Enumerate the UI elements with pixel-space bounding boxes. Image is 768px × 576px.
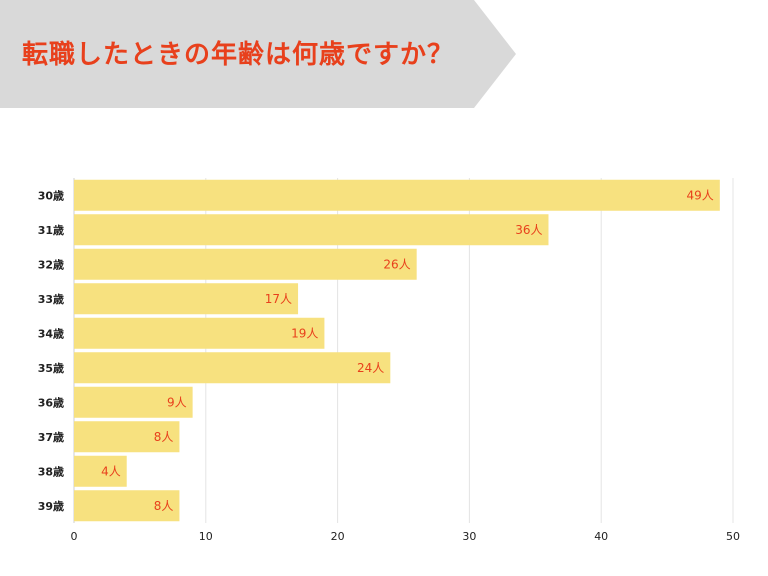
- y-category-label: 30歳: [38, 188, 64, 202]
- bar: [74, 214, 549, 246]
- page-title: 転職したときの年齢は何歳ですか？: [22, 40, 455, 70]
- data-label: 9人: [167, 395, 187, 409]
- x-tick-label: 30: [462, 530, 476, 543]
- data-label: 17人: [265, 292, 292, 306]
- bar: [74, 179, 720, 211]
- data-label: 26人: [383, 257, 410, 271]
- x-tick-label: 50: [726, 530, 740, 543]
- bar: [74, 421, 180, 453]
- bar: [74, 352, 391, 384]
- data-label: 8人: [154, 499, 174, 513]
- y-category-label: 32歳: [38, 257, 64, 271]
- y-category-label: 33歳: [38, 292, 64, 306]
- data-label: 19人: [291, 326, 318, 340]
- x-tick-label: 10: [199, 530, 213, 543]
- y-category-label: 34歳: [38, 326, 64, 340]
- x-tick-label: 20: [331, 530, 345, 543]
- data-label: 8人: [154, 430, 174, 444]
- y-category-label: 39歳: [38, 499, 64, 513]
- bar: [74, 455, 127, 487]
- bar: [74, 386, 193, 418]
- x-tick-label: 40: [594, 530, 608, 543]
- data-label: 36人: [515, 223, 542, 237]
- y-category-label: 37歳: [38, 430, 64, 444]
- bar: [74, 317, 325, 349]
- labels: 0 10 20 30 40 50 30歳 49人 31歳 36人 32歳 26人 33歳 17人 34歳 19…: [38, 188, 740, 543]
- x-tick-label: 0: [71, 530, 78, 543]
- data-label: 24人: [357, 361, 384, 375]
- y-category-label: 35歳: [38, 361, 64, 375]
- y-category-label: 31歳: [38, 223, 64, 237]
- bar: [74, 490, 180, 522]
- title-banner: 転職したときの年齢は何歳ですか？: [0, 0, 518, 108]
- banner-shape: [0, 0, 516, 108]
- bar: [74, 283, 299, 315]
- data-label: 49人: [687, 188, 714, 202]
- y-category-label: 38歳: [38, 464, 64, 478]
- bar: [74, 248, 417, 280]
- y-category-label: 36歳: [38, 395, 64, 409]
- data-label: 4人: [101, 464, 121, 478]
- bars: [74, 179, 720, 522]
